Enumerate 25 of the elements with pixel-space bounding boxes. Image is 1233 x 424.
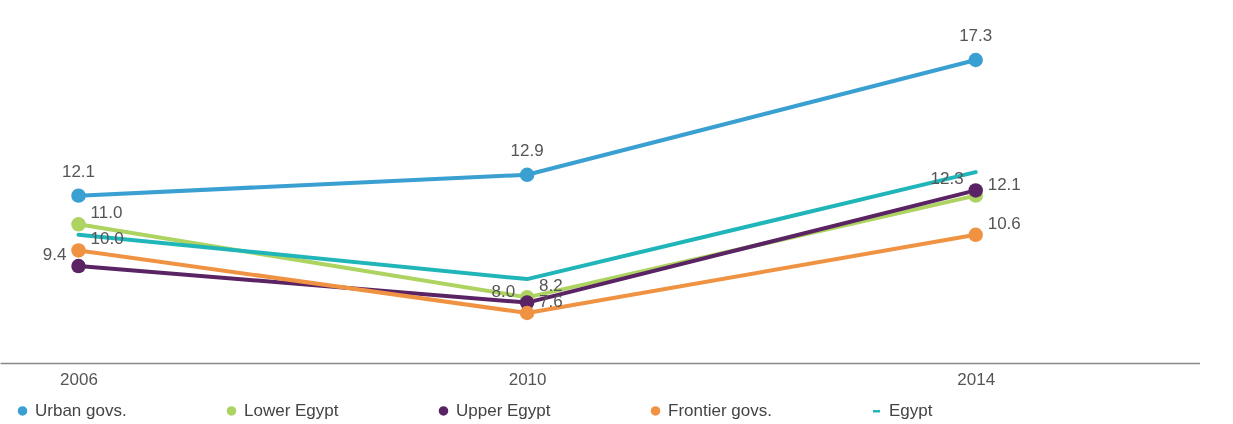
legend-label: Frontier govs. (668, 400, 772, 420)
point (71, 243, 86, 258)
data-label: 9.4 (42, 245, 67, 265)
legend-label: Egypt (889, 401, 933, 421)
point (519, 167, 535, 182)
x-tick-label: 2014 (957, 369, 996, 389)
data-label: 10.6 (987, 213, 1021, 233)
point (968, 183, 983, 198)
legend-label: Upper Egypt (456, 400, 551, 420)
data-label: 11.0 (90, 203, 123, 223)
data-label: 8.2 (539, 276, 563, 296)
point (968, 227, 983, 242)
point (71, 258, 86, 274)
x-tick-label: 2010 (508, 369, 547, 389)
legend-label: Lower Egypt (244, 400, 339, 420)
data-label: 12.1 (987, 174, 1021, 194)
point (968, 52, 983, 68)
x-tick-label: 2006 (60, 369, 98, 389)
point (71, 217, 86, 232)
point (519, 305, 535, 321)
data-label: 12.1 (61, 161, 96, 181)
data-label: 17.3 (959, 26, 993, 45)
legend-label: Urban govs. (35, 400, 127, 420)
point (71, 188, 86, 203)
data-label: 12.9 (510, 140, 544, 160)
